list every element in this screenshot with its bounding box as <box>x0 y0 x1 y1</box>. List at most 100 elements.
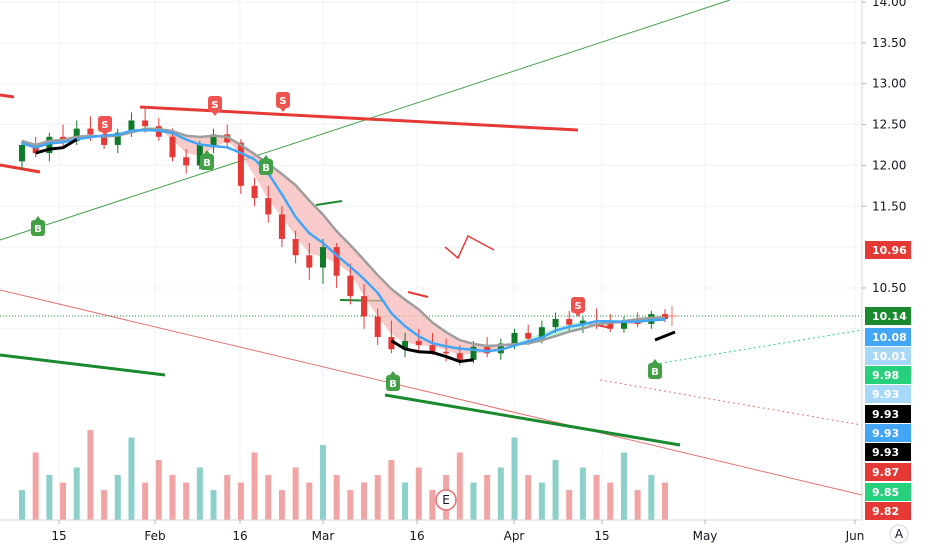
candle <box>251 177 258 207</box>
volume-bar <box>538 482 545 520</box>
candle-body <box>552 318 559 328</box>
candle-body <box>620 320 627 329</box>
volume-bar <box>648 475 655 520</box>
ma-band-segment <box>391 288 406 343</box>
price-badge-bg <box>865 307 911 325</box>
volume-bar <box>114 475 121 520</box>
volume-bar <box>210 490 217 520</box>
volume-bar <box>607 482 614 520</box>
buy-signal: B <box>648 359 662 379</box>
candle <box>265 185 272 223</box>
signal-box <box>386 375 400 391</box>
volume-bar <box>634 490 641 520</box>
candle-body <box>210 134 217 145</box>
buy-signal: B <box>259 155 273 175</box>
signal-box <box>98 116 112 132</box>
price-tick-label: 12.00 <box>872 158 906 172</box>
volume-bar <box>374 475 381 520</box>
volume-bar <box>32 452 39 520</box>
candle-body <box>265 198 272 215</box>
volume-bar <box>497 467 504 520</box>
candle <box>361 283 368 329</box>
volume-bar <box>128 437 135 520</box>
earnings-marker: E <box>435 489 457 511</box>
volume-bar <box>46 475 53 520</box>
earnings-label: E <box>442 493 450 507</box>
signal-box <box>200 154 214 170</box>
signal-box <box>276 92 290 108</box>
price-tick-label: 14.00 <box>872 0 906 9</box>
volume-bar <box>292 467 299 520</box>
sell-signal: S <box>571 297 585 317</box>
candle-body <box>196 144 203 166</box>
signal-pointer <box>280 108 286 112</box>
volume-bar <box>196 467 203 520</box>
candle <box>19 140 25 170</box>
auto-scale-circle <box>889 524 909 544</box>
price-badge-bg <box>865 483 911 501</box>
price-badge-label: 9.82 <box>872 505 899 518</box>
price-badge-label: 9.87 <box>872 466 899 479</box>
earnings-circle <box>435 489 457 511</box>
price-badge-bg <box>865 385 911 403</box>
time-tick-label: 16 <box>409 529 424 543</box>
signal-box <box>208 96 222 112</box>
misc-markers: EA <box>435 306 909 544</box>
price-badge-label: 10.08 <box>872 331 907 344</box>
price-axis[interactable]: 14.00 13.50 13.00 12.50 12.00 11.50 10.50 <box>861 0 906 520</box>
candle <box>292 230 299 264</box>
price-tick-label: 12.50 <box>872 118 906 132</box>
sell-signal: S <box>208 96 222 116</box>
time-axis[interactable]: 15 Feb 16 Mar 16 Apr 15 May Jun <box>0 519 864 543</box>
auto-scale-button[interactable]: A <box>889 524 909 544</box>
resistance-line-left-2 <box>0 163 41 174</box>
candle-body <box>443 351 450 354</box>
candle-body <box>579 320 586 325</box>
candle-body <box>511 332 518 344</box>
time-tick-label: Apr <box>504 529 525 543</box>
price-badge-bg <box>865 443 911 461</box>
price-badge-label: 10.96 <box>872 244 907 257</box>
volume-bar <box>306 482 313 520</box>
signal-pointer <box>263 155 269 159</box>
candle <box>319 238 326 284</box>
buy-signal: B <box>31 216 45 236</box>
support-line-green <box>0 353 166 377</box>
volume-bar <box>361 482 368 520</box>
price-badge: 9.93 <box>865 424 911 442</box>
signal-pointer <box>652 359 658 363</box>
candle <box>278 206 285 248</box>
volume-bar <box>101 490 108 520</box>
candle-body <box>237 142 244 186</box>
short-red-mark <box>407 291 429 298</box>
volume-bar <box>415 467 422 520</box>
signal-label: B <box>651 367 659 378</box>
price-badge-label: 9.93 <box>872 388 899 401</box>
volume-bar <box>593 475 600 520</box>
price-badge: 9.98 <box>865 366 911 384</box>
signal-pointer <box>204 150 210 154</box>
candle-body <box>456 353 463 360</box>
candle-body <box>46 136 53 154</box>
price-badge: 9.93 <box>865 405 911 423</box>
signal-pointer <box>35 216 41 220</box>
volume-bar <box>183 482 190 520</box>
candle <box>415 328 422 354</box>
buy-signal: B <box>200 150 214 170</box>
price-tick-label: 13.00 <box>872 77 906 91</box>
sell-signal: S <box>276 92 290 112</box>
signal-label: S <box>211 100 218 111</box>
signal-box <box>648 363 662 379</box>
volume-bar <box>484 475 491 520</box>
candle-body <box>128 120 135 133</box>
candle <box>374 308 381 346</box>
volume-bar <box>552 460 559 520</box>
volume-bar <box>278 490 285 520</box>
signal-box <box>259 159 273 175</box>
volume-bar <box>525 475 532 520</box>
signal-box <box>31 220 45 236</box>
candle-body <box>142 120 149 127</box>
price-badge: 10.01 <box>865 347 911 365</box>
